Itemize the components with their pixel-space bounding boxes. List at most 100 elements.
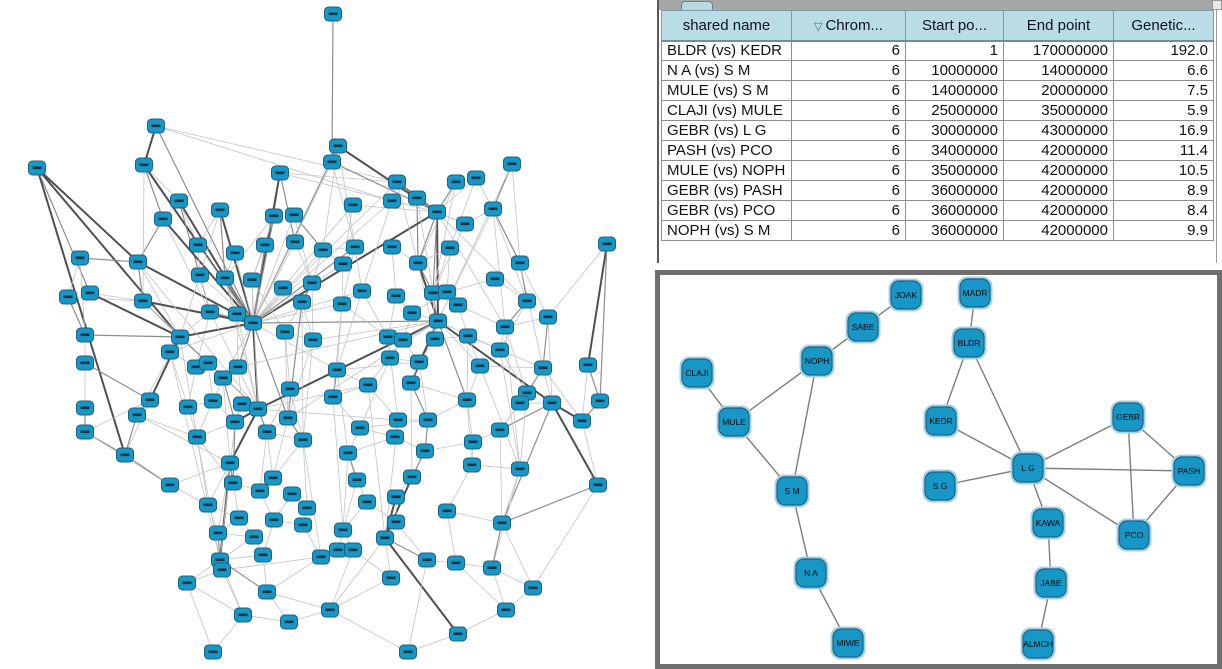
large-network-canvas[interactable] xyxy=(0,0,660,669)
network-node[interactable] xyxy=(847,312,879,342)
column-header-end-point[interactable]: End point xyxy=(1003,10,1114,42)
network-node[interactable] xyxy=(959,278,991,308)
network-node[interactable] xyxy=(776,476,808,506)
cell-shared-name[interactable]: GEBR (vs) L G xyxy=(661,120,792,141)
node-label-smudge xyxy=(577,419,587,423)
cell-value[interactable]: 35000000 xyxy=(1003,100,1114,121)
cell-value[interactable]: 6 xyxy=(791,120,906,141)
table-row[interactable]: N A (vs) S M 6 10000000 14000000 6.6 xyxy=(661,60,1214,81)
network-node[interactable] xyxy=(795,558,827,588)
cell-value[interactable]: 6 xyxy=(791,40,906,61)
cell-value[interactable]: 6 xyxy=(791,180,906,201)
node-label-smudge xyxy=(430,337,440,341)
cell-value[interactable]: 42000000 xyxy=(1003,220,1114,241)
cell-value[interactable]: 11.4 xyxy=(1113,140,1214,161)
table-row[interactable]: MULE (vs) S M 6 14000000 20000000 7.5 xyxy=(661,80,1214,101)
cell-shared-name[interactable]: N A (vs) S M xyxy=(661,60,792,81)
cell-value[interactable]: 6 xyxy=(791,80,906,101)
network-edge xyxy=(501,484,599,524)
network-edge xyxy=(252,241,296,324)
network-node[interactable] xyxy=(1035,568,1067,598)
cell-value[interactable]: 5.9 xyxy=(1113,100,1214,121)
cell-shared-name[interactable]: NOPH (vs) S M xyxy=(661,220,792,241)
cell-value[interactable]: 25000000 xyxy=(905,100,1004,121)
cell-value[interactable]: 6.6 xyxy=(1113,60,1214,81)
cell-value[interactable]: 42000000 xyxy=(1003,140,1114,161)
cell-shared-name[interactable]: MULE (vs) NOPH xyxy=(661,160,792,181)
table-scrollbar-top[interactable] xyxy=(1212,0,1222,10)
network-node[interactable] xyxy=(718,407,750,437)
cell-value[interactable]: 6 xyxy=(791,200,906,221)
table-row[interactable]: NOPH (vs) S M 6 36000000 42000000 9.9 xyxy=(661,220,1214,241)
cell-value[interactable]: 6 xyxy=(791,100,906,121)
cell-shared-name[interactable]: GEBR (vs) PASH xyxy=(661,180,792,201)
cell-value[interactable]: 42000000 xyxy=(1003,200,1114,221)
table-row[interactable]: GEBR (vs) L G 6 30000000 43000000 16.9 xyxy=(661,120,1214,141)
table-row[interactable]: GEBR (vs) PASH 6 36000000 42000000 8.9 xyxy=(661,180,1214,201)
cell-shared-name[interactable]: PASH (vs) PCO xyxy=(661,140,792,161)
network-node[interactable] xyxy=(925,406,957,436)
network-node[interactable] xyxy=(1032,508,1064,538)
table-row[interactable]: PASH (vs) PCO 6 34000000 42000000 11.4 xyxy=(661,140,1214,161)
cell-value[interactable]: 20000000 xyxy=(1003,80,1114,101)
column-header-shared-name[interactable]: shared name xyxy=(661,10,792,42)
cell-value[interactable]: 6 xyxy=(791,140,906,161)
cell-value[interactable]: 8.4 xyxy=(1113,200,1214,221)
network-node[interactable] xyxy=(1022,629,1054,659)
cell-value[interactable]: 42000000 xyxy=(1003,160,1114,181)
table-row[interactable]: MULE (vs) NOPH 6 35000000 42000000 10.5 xyxy=(661,160,1214,181)
cell-shared-name[interactable]: GEBR (vs) PCO xyxy=(661,200,792,221)
cell-value[interactable]: 14000000 xyxy=(1003,60,1114,81)
node-label-smudge xyxy=(183,405,193,409)
network-node[interactable] xyxy=(1173,456,1205,486)
cell-value[interactable]: 14000000 xyxy=(905,80,1004,101)
network-node[interactable] xyxy=(832,628,864,658)
cell-value[interactable]: 10.5 xyxy=(1113,160,1214,181)
cell-value[interactable]: 6 xyxy=(791,220,906,241)
cell-value[interactable]: 170000000 xyxy=(1003,40,1114,61)
network-node[interactable] xyxy=(681,358,713,388)
cell-shared-name[interactable]: BLDR (vs) KEDR xyxy=(661,40,792,61)
network-node[interactable] xyxy=(1112,402,1144,432)
filter-icon[interactable]: ▽ xyxy=(814,20,823,33)
network-node[interactable] xyxy=(1118,520,1150,550)
cell-value[interactable]: 9.9 xyxy=(1113,220,1214,241)
cell-value[interactable]: 30000000 xyxy=(905,120,1004,141)
table-row[interactable]: BLDR (vs) KEDR 6 1 170000000 192.0 xyxy=(661,40,1214,61)
network-node[interactable] xyxy=(953,328,985,358)
cell-value[interactable]: 36000000 xyxy=(905,200,1004,221)
column-header-chrom[interactable]: ▽ Chrom... xyxy=(791,10,906,42)
cell-value[interactable]: 16.9 xyxy=(1113,120,1214,141)
cell-value[interactable]: 34000000 xyxy=(905,140,1004,161)
table-panel-tab[interactable] xyxy=(681,1,713,11)
small-network-canvas[interactable]: JOAK SABE NOPH CLAJI MULE S M N A MIWE MADR BLDR K… xyxy=(660,275,1217,664)
node-label-smudge xyxy=(391,495,401,499)
cell-value[interactable]: 36000000 xyxy=(905,220,1004,241)
cell-value[interactable]: 6 xyxy=(791,160,906,181)
network-node[interactable] xyxy=(1012,453,1044,483)
column-header-genetic[interactable]: Genetic... xyxy=(1113,10,1214,42)
cell-value[interactable]: 8.9 xyxy=(1113,180,1214,201)
cell-value[interactable]: 36000000 xyxy=(905,180,1004,201)
cell-value[interactable]: 1 xyxy=(905,40,1004,61)
network-edge xyxy=(410,320,439,384)
network-edge xyxy=(436,211,506,328)
cell-shared-name[interactable]: CLAJI (vs) MULE xyxy=(661,100,792,121)
column-header-start-po[interactable]: Start po... xyxy=(905,10,1004,42)
cell-value[interactable]: 42000000 xyxy=(1003,180,1114,201)
cell-value[interactable]: 6 xyxy=(791,60,906,81)
cell-value[interactable]: 43000000 xyxy=(1003,120,1114,141)
cell-value[interactable]: 10000000 xyxy=(905,60,1004,81)
network-edge xyxy=(329,537,386,611)
cell-value[interactable]: 7.5 xyxy=(1113,80,1214,101)
network-node[interactable] xyxy=(890,280,922,310)
node-label-smudge xyxy=(453,632,463,636)
cell-value[interactable]: 192.0 xyxy=(1113,40,1214,61)
table-row[interactable]: CLAJI (vs) MULE 6 25000000 35000000 5.9 xyxy=(661,100,1214,121)
cell-shared-name[interactable]: MULE (vs) S M xyxy=(661,80,792,101)
cell-value[interactable]: 35000000 xyxy=(905,160,1004,181)
network-node[interactable] xyxy=(924,471,956,501)
table-row[interactable]: GEBR (vs) PCO 6 36000000 42000000 8.4 xyxy=(661,200,1214,221)
node-label-smudge xyxy=(460,222,470,226)
network-node[interactable] xyxy=(801,346,833,376)
